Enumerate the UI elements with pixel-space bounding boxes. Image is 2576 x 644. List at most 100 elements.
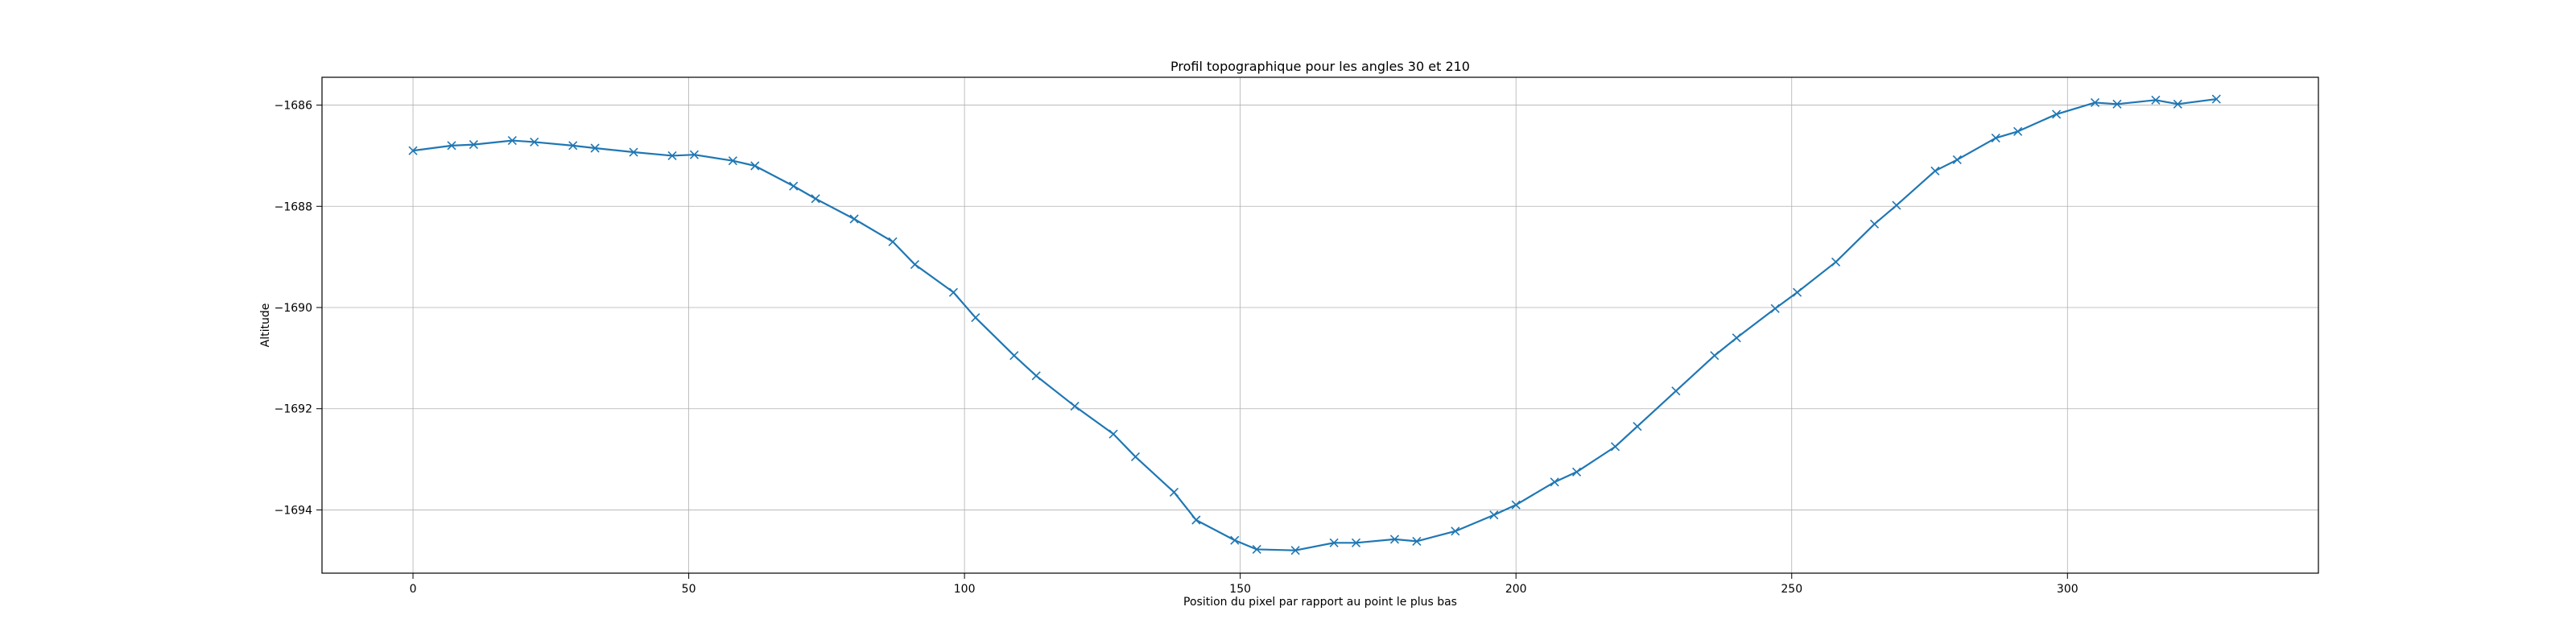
data-point-marker (1633, 422, 1642, 431)
marker-stroke (2211, 94, 2221, 104)
y-axis: −1694 −1692 −1690 −1688 −1686 (275, 100, 322, 517)
data-point-marker (530, 137, 539, 147)
y-tick-label: −1688 (275, 200, 312, 213)
marker-stroke (1511, 500, 1521, 510)
data-point-marker (948, 287, 958, 297)
marker-stroke (1230, 535, 1240, 545)
marker-stroke (1108, 429, 1118, 439)
data-point-marker (1329, 538, 1339, 547)
data-point-marker (447, 141, 456, 151)
data-point-marker (1930, 166, 1940, 175)
data-point-marker (408, 146, 418, 155)
y-tick-label: −1692 (275, 403, 312, 416)
data-point-marker (1351, 538, 1361, 547)
data-point-marker (1191, 515, 1201, 525)
marker-stroke (971, 313, 980, 323)
data-point-marker (1671, 386, 1681, 396)
marker-stroke (1389, 535, 1400, 544)
x-tick-label: 100 (954, 583, 976, 596)
data-point-marker (1550, 477, 1559, 487)
marker-stroke (1070, 402, 1080, 411)
data-point-marker (667, 151, 677, 160)
data-point-marker (2173, 99, 2182, 109)
data-point-marker (1451, 526, 1460, 536)
y-tick-label: −1690 (275, 302, 312, 315)
marker-stroke (408, 146, 418, 155)
data-point-marker (2211, 94, 2221, 104)
x-tick-label: 300 (2057, 583, 2079, 596)
marker-stroke (1130, 452, 1141, 461)
data-point-marker (568, 141, 578, 151)
data-point-marker (728, 156, 737, 166)
marker-stroke (1329, 538, 1339, 547)
data-point-marker (1169, 487, 1179, 497)
marker-stroke (1610, 442, 1620, 452)
marker-stroke (1412, 536, 1422, 546)
marker-stroke (530, 137, 539, 147)
data-point-marker (2112, 99, 2122, 109)
x-tick-label: 200 (1505, 583, 1527, 596)
data-point-marker (1892, 200, 1901, 210)
marker-stroke (629, 147, 638, 157)
marker-stroke (2112, 99, 2122, 109)
x-axis: 0 50 100 150 200 250 300 (410, 573, 2079, 596)
marker-stroke (811, 194, 820, 204)
marker-stroke (1930, 166, 1940, 175)
marker-stroke (2090, 97, 2100, 107)
marker-stroke (1770, 303, 1780, 313)
marker-stroke (1191, 515, 1201, 525)
marker-stroke (728, 156, 737, 166)
data-point-marker (750, 161, 760, 171)
grid (322, 77, 2318, 573)
marker-stroke (689, 150, 699, 159)
marker-stroke (1009, 351, 1019, 361)
data-point-marker (1571, 467, 1582, 477)
marker-stroke (507, 136, 517, 146)
marker-stroke (2151, 95, 2161, 105)
marker-stroke (1710, 351, 1719, 361)
marker-stroke (568, 141, 578, 151)
data-point-marker (1831, 257, 1841, 266)
data-point-marker (1130, 452, 1141, 461)
data-point-marker (811, 194, 820, 204)
data-point-marker (1869, 219, 1880, 229)
marker-stroke (1869, 219, 1880, 229)
y-tick-label: −1686 (275, 100, 312, 113)
data-point-marker (590, 143, 600, 153)
plot-area (322, 77, 2318, 573)
marker-stroke (2013, 126, 2023, 136)
marker-stroke (789, 181, 799, 191)
marker-stroke (447, 141, 456, 151)
marker-stroke (1952, 155, 1962, 165)
data-point-marker (910, 260, 920, 270)
data-point-marker (1952, 155, 1962, 165)
data-point-marker (1290, 546, 1300, 555)
marker-stroke (910, 260, 920, 270)
data-point-marker (1009, 351, 1019, 361)
marker-stroke (1252, 544, 1261, 555)
data-point-marker (1389, 535, 1400, 544)
marker-stroke (849, 214, 859, 224)
data-point-marker (1511, 500, 1521, 510)
plot-frame (321, 76, 2319, 574)
data-point-marker (1412, 536, 1422, 546)
data-point-marker (1710, 351, 1719, 361)
data-point-marker (1991, 133, 2000, 142)
chart-title: Profil topographique pour les angles 30 … (1170, 59, 1470, 74)
data-point-marker (1793, 287, 1802, 297)
data-point-marker (789, 181, 799, 191)
marker-stroke (667, 151, 677, 160)
marker-stroke (1831, 257, 1841, 266)
data-point-marker (1489, 510, 1499, 520)
marker-stroke (1991, 133, 2000, 142)
marker-stroke (1793, 287, 1802, 297)
data-series (408, 94, 2221, 555)
series-line (412, 97, 2217, 551)
marker-stroke (750, 161, 760, 171)
data-point-marker (1610, 442, 1620, 452)
marker-stroke (1892, 200, 1901, 210)
marker-stroke (469, 140, 478, 150)
data-point-marker (629, 147, 638, 157)
x-tick-label: 150 (1229, 583, 1251, 596)
